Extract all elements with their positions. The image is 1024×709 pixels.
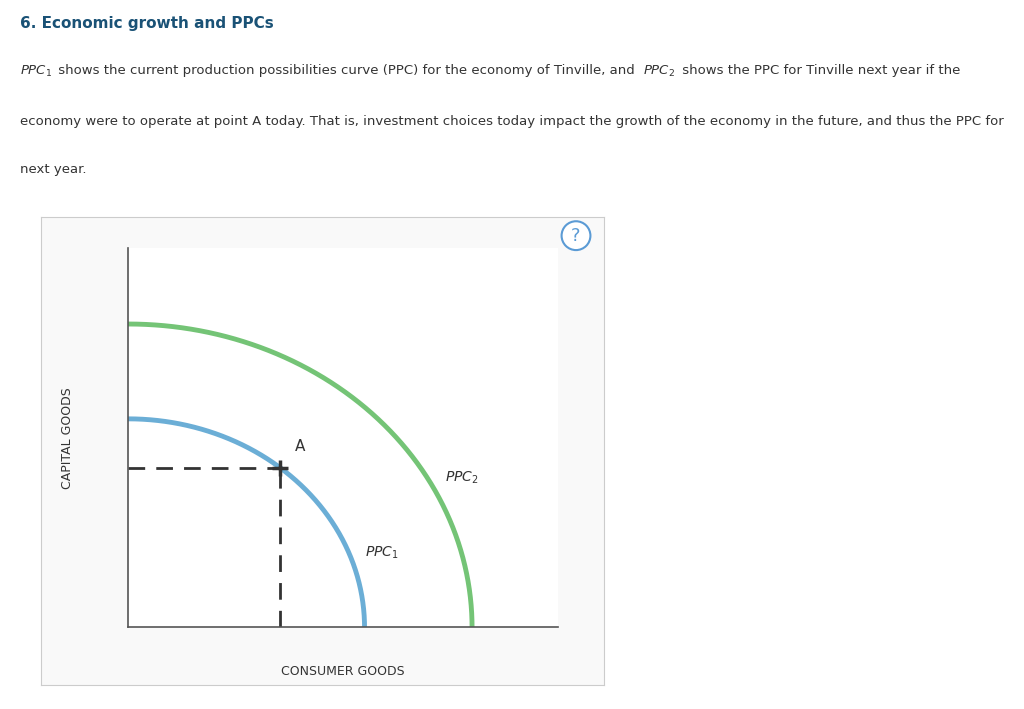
Text: CAPITAL GOODS: CAPITAL GOODS xyxy=(61,387,75,489)
Text: economy were to operate at point A today. That is, investment choices today impa: economy were to operate at point A today… xyxy=(20,115,1005,128)
Text: shows the PPC for Tinville next year if the: shows the PPC for Tinville next year if … xyxy=(678,64,961,77)
Text: ?: ? xyxy=(571,227,581,245)
Text: $\mathit{PPC}_2$: $\mathit{PPC}_2$ xyxy=(643,64,675,79)
Text: CONSUMER GOODS: CONSUMER GOODS xyxy=(282,665,404,679)
Text: shows the current production possibilities curve (PPC) for the economy of Tinvil: shows the current production possibiliti… xyxy=(54,64,639,77)
Text: $\mathit{PPC}_1$: $\mathit{PPC}_1$ xyxy=(20,64,52,79)
Text: $\mathit{PPC}_1$: $\mathit{PPC}_1$ xyxy=(365,545,398,562)
Text: next year.: next year. xyxy=(20,163,87,176)
Text: $\mathit{PPC}_2$: $\mathit{PPC}_2$ xyxy=(444,469,478,486)
Text: 6. Economic growth and PPCs: 6. Economic growth and PPCs xyxy=(20,16,274,31)
Text: A: A xyxy=(295,439,305,454)
